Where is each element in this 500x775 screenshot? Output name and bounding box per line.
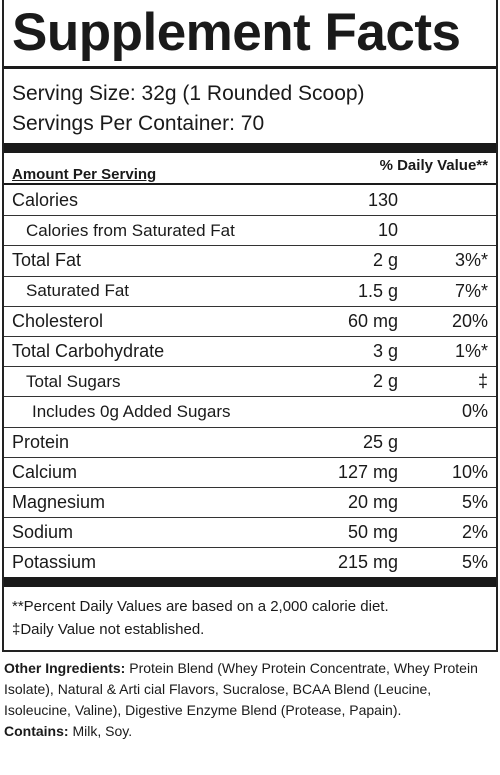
nutrient-row: Calories from Saturated Fat 10 [4,215,496,245]
divider [4,143,496,153]
nutrient-row: Magnesium 20 mg 5% [4,486,496,517]
nutrient-name: Total Sugars [26,371,121,391]
nutrient-amount: 10 [377,220,398,241]
nutrient-name: Protein [12,431,70,452]
nutrient-name: Total Carbohydrate [12,341,165,362]
nutrient-row: Sodium 50 mg 2% [4,517,496,547]
nutrient-amount: 2 g [372,250,398,271]
nutrient-amount: 3 g [372,341,398,362]
daily-value: ‡ [477,371,488,392]
supplement-facts-panel: Supplement Facts Serving Size: 32g (1 Ro… [2,0,498,652]
nutrient-name: Magnesium [12,491,106,512]
nutrient-row: Cholesterol 60 mg 20% [4,305,496,336]
nutrient-amount: 130 [367,189,398,210]
nutrient-amount: 1.5 g [357,280,398,301]
nutrient-row: Total Carbohydrate 3 g 1%* [4,335,496,366]
nutrient-row: Includes 0g Added Sugars 0% [4,396,496,426]
nutrient-amount: 127 mg [337,461,398,482]
nutrient-amount: 2 g [372,371,398,392]
serving-size: Serving Size: 32g (1 Rounded Scoop) [12,82,365,105]
nutrient-name: Saturated Fat [26,281,130,301]
nutrient-amount: 20 mg [347,491,398,512]
nutrient-row: Total Sugars 2 g ‡ [4,366,496,396]
daily-value: 5% [461,491,488,512]
nutrient-name: Calories from Saturated Fat [26,220,235,240]
divider [4,66,496,69]
contains-text: Milk, Soy. [68,723,133,739]
ingredients-label: Other Ingredients: [4,660,126,676]
daily-value: 20% [451,310,488,331]
divider [4,577,496,588]
nutrient-amount: 215 mg [337,552,398,573]
amount-header: Amount Per Serving [12,166,157,183]
nutrient-row: Calories 130 [4,185,496,215]
daily-value: 7%* [454,280,488,301]
title: Supplement Facts [12,3,461,62]
daily-value: 10% [451,461,488,482]
nutrient-name: Calcium [12,461,78,482]
nutrient-row: Total Fat 2 g 3%* [4,245,496,275]
daily-value: 0% [461,401,488,422]
nutrient-name: Sodium [12,522,74,543]
daily-value: 1%* [454,341,488,362]
daily-value: 5% [461,552,488,573]
nutrient-name: Includes 0g Added Sugars [32,401,231,421]
servings-per-container: Servings Per Container: 70 [12,112,265,135]
nutrient-name: Potassium [12,552,97,573]
nutrient-amount: 50 mg [347,522,398,543]
nutrient-name: Total Fat [12,250,82,271]
daily-value: 3%* [454,250,488,271]
contains-label: Contains: [4,723,69,739]
nutrient-name: Cholesterol [12,310,104,331]
ingredients-text: Protein Blend (Whey Protein Concentrate,… [4,660,478,718]
divider [4,183,496,185]
nutrient-row: Protein 25 g [4,426,496,457]
nutrient-row: Potassium 215 mg 5% [4,547,496,577]
nutrient-row: Calcium 127 mg 10% [4,456,496,487]
footnote: ‡Daily Value not established. [12,621,205,639]
table-header: Amount Per Serving % Daily Value** [12,153,488,183]
nutrient-amount: 60 mg [347,310,398,331]
dv-header: % Daily Value** [379,157,488,174]
nutrient-name: Calories [12,189,79,210]
nutrient-amount: 25 g [362,431,398,452]
footnote: **Percent Daily Values are based on a 2,… [12,598,389,616]
daily-value: 2% [461,522,488,543]
ingredients: Other Ingredients: Protein Blend (Whey P… [4,658,498,742]
nutrient-row: Saturated Fat 1.5 g 7%* [4,275,496,306]
nutrient-rows: Calories 130 Calories from Saturated Fat 10… [4,185,496,577]
